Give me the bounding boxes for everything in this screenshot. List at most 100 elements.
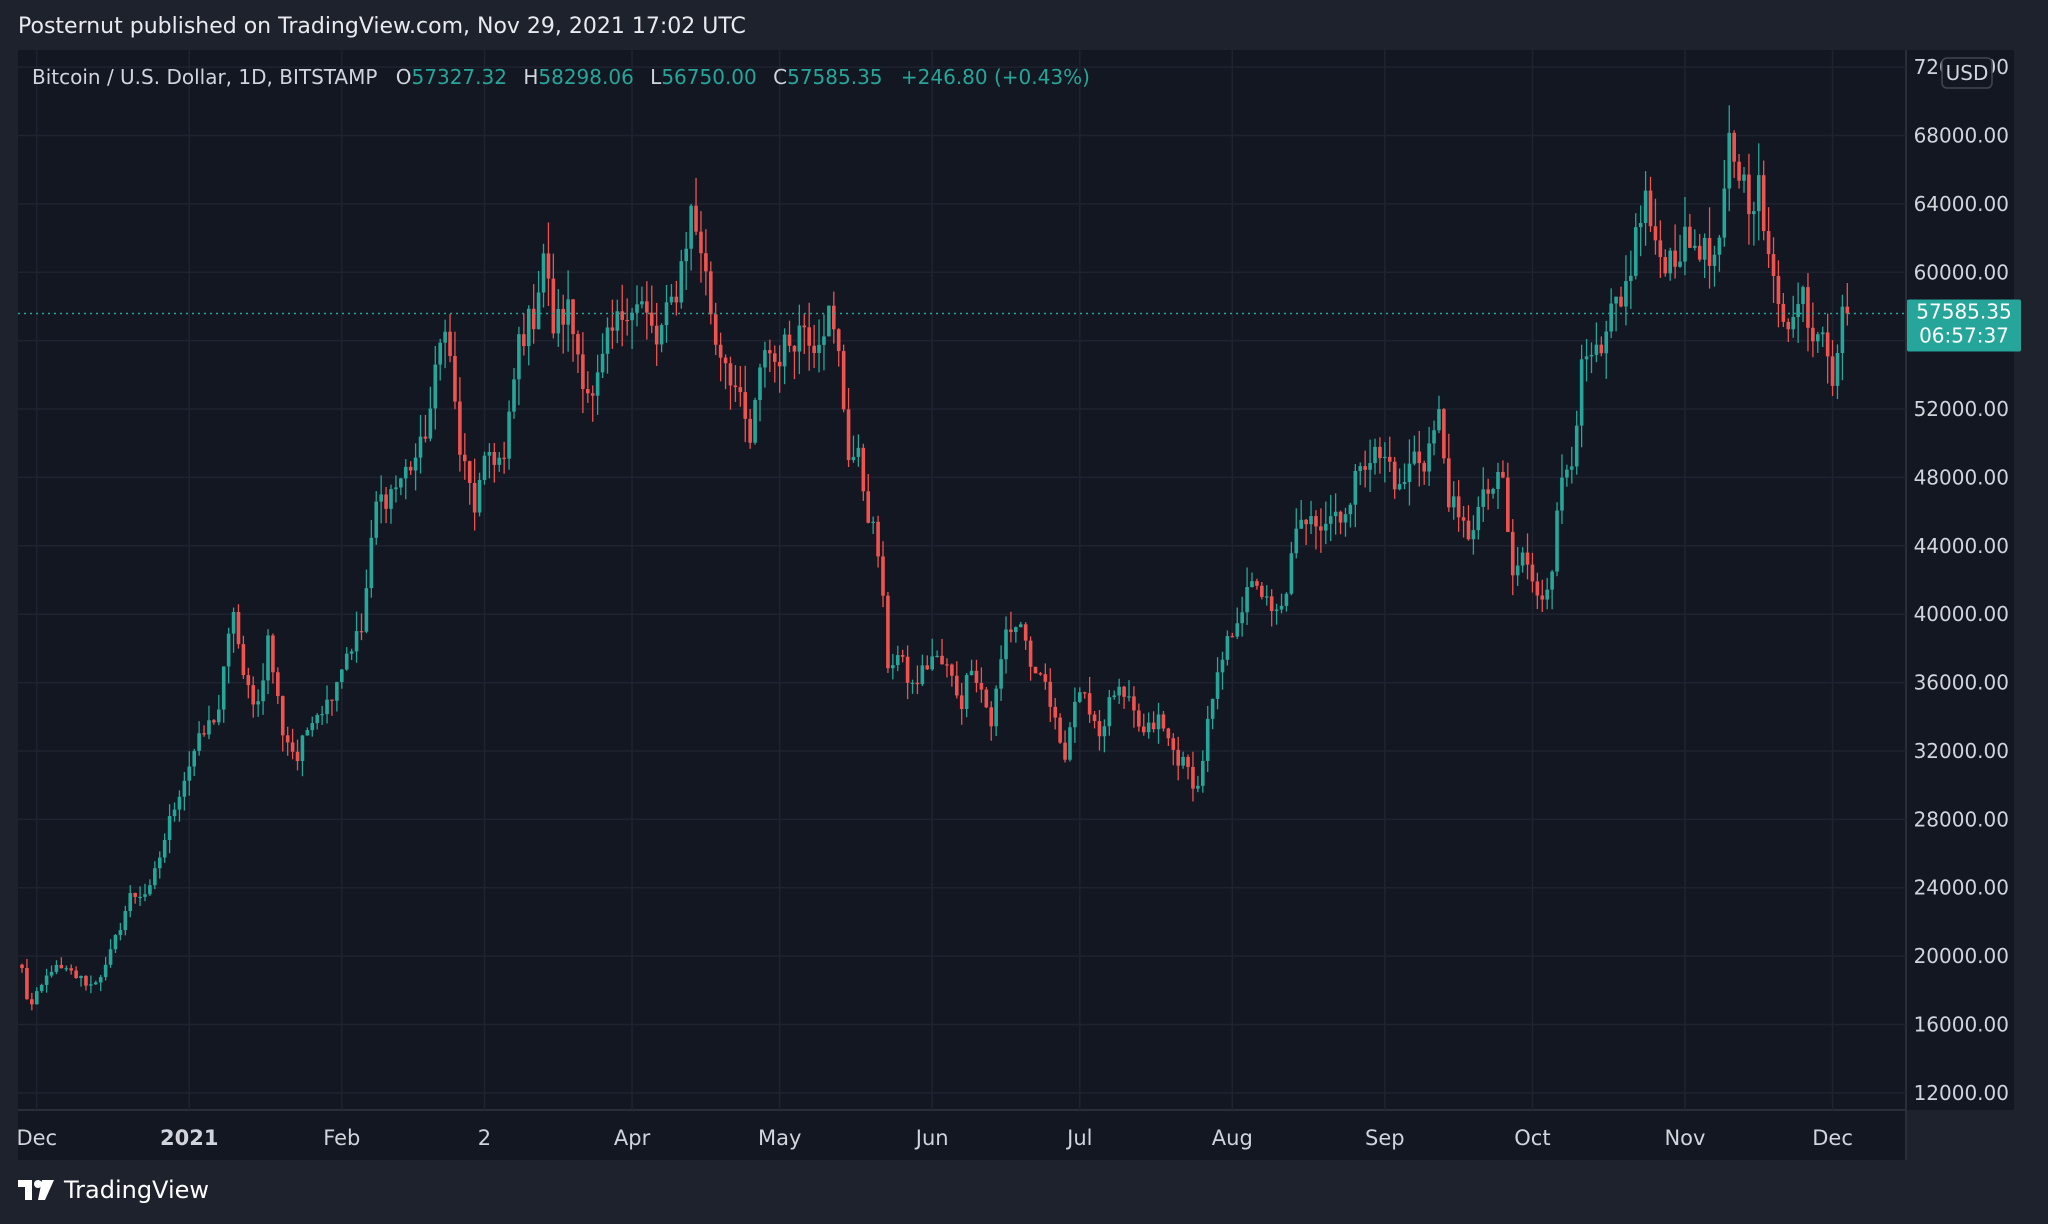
time-axis-area[interactable] [18, 1110, 1906, 1160]
candle-body [1196, 785, 1200, 789]
candle-body [1786, 321, 1791, 330]
candle-body [1481, 489, 1486, 507]
x-tick-label: 2021 [160, 1126, 218, 1150]
legend-close-label: C [773, 65, 787, 89]
candle-body [1383, 456, 1387, 459]
candles [20, 105, 1850, 1011]
candle-body [118, 930, 123, 936]
candle-body [108, 949, 113, 965]
candle-body [546, 253, 551, 279]
candle-body [974, 670, 979, 683]
candle-body [231, 611, 236, 634]
y-tick-label: 24000.00 [1914, 876, 2009, 900]
candle-body [969, 670, 974, 676]
candle-body [1702, 237, 1707, 260]
x-tick-label: Sep [1365, 1126, 1405, 1150]
candle-body [241, 644, 246, 676]
candle-body [699, 231, 703, 254]
candle-body [1535, 581, 1540, 596]
candle-body [1043, 674, 1048, 682]
candle-body [620, 311, 625, 320]
y-tick-label: 32000.00 [1914, 739, 2009, 763]
candle-body [1693, 245, 1697, 248]
candle-body [1078, 692, 1082, 702]
candle-body [1260, 585, 1264, 597]
candle-body [1688, 226, 1692, 248]
candle-body [812, 345, 816, 354]
candle-body [1722, 188, 1727, 238]
candle-body [1820, 332, 1825, 335]
tradingview-logo[interactable]: TradingView [18, 1176, 209, 1204]
candle-body [1343, 514, 1348, 523]
candle-body [846, 409, 851, 461]
candle-body [640, 301, 644, 305]
candle-body [930, 656, 934, 670]
candle-body [526, 308, 531, 347]
candle-body [654, 325, 659, 345]
candle-body [571, 299, 575, 335]
candle-body [1333, 511, 1338, 517]
candle-body [384, 494, 388, 509]
candle-body [300, 735, 305, 762]
candle-body [576, 334, 580, 355]
candle-body [581, 354, 585, 390]
candle-body [1412, 451, 1417, 464]
candle-body [1466, 520, 1471, 540]
currency-badge[interactable]: USD [1941, 57, 1993, 89]
candle-body [586, 389, 590, 394]
candle-body [1205, 718, 1210, 761]
candle-body [1791, 317, 1795, 330]
candle-body [822, 336, 826, 345]
candle-body [669, 296, 674, 303]
candle-body [1132, 696, 1136, 711]
candle-body [1579, 359, 1584, 426]
candle-body [1063, 742, 1067, 760]
candle-body [807, 327, 811, 346]
candle-body [881, 556, 885, 596]
candle-body [738, 387, 743, 393]
candle-body [330, 699, 334, 701]
candle-body [748, 418, 752, 443]
candle-body [408, 466, 413, 471]
candle-body [925, 665, 930, 670]
candle-body [512, 379, 516, 412]
candle-body [713, 314, 718, 345]
price-axis-area[interactable] [1906, 50, 2014, 1110]
candle-body [1245, 587, 1249, 613]
candle-body [192, 750, 196, 767]
x-tick-label: Aug [1212, 1126, 1253, 1150]
candle-body [1156, 714, 1161, 730]
tradingview-logo-text: TradingView [64, 1176, 210, 1204]
candle-body [1053, 706, 1057, 718]
candle-body [221, 666, 226, 710]
candle-body [1515, 565, 1520, 576]
candle-body [1102, 726, 1107, 737]
candle-body [1432, 430, 1436, 444]
tradingview-logo-icon [18, 1180, 54, 1200]
candle-body [1648, 190, 1653, 227]
candle-body [782, 334, 787, 367]
candle-body [1668, 250, 1672, 274]
candle-body [561, 308, 565, 325]
candle-body [369, 537, 374, 589]
candle-body [994, 688, 998, 727]
candle-body [876, 521, 880, 557]
x-tick-label: Dec [16, 1126, 57, 1150]
legend-change: +246.80 (+0.43%) [901, 65, 1090, 89]
candle-body [399, 478, 403, 488]
candle-body [89, 984, 93, 986]
legend-open-label: O [396, 65, 412, 89]
candle-body [841, 351, 846, 410]
candle-body [276, 672, 280, 697]
candle-body [777, 361, 782, 367]
candle-body [212, 720, 216, 723]
candle-body [30, 999, 34, 1005]
candle-body [1633, 227, 1638, 276]
candle-body [1407, 463, 1412, 483]
plot-area[interactable] [18, 50, 1906, 1110]
candle-body [728, 363, 733, 386]
candle-body [1417, 451, 1422, 464]
candle-body [79, 975, 83, 979]
candle-body [1614, 296, 1618, 304]
